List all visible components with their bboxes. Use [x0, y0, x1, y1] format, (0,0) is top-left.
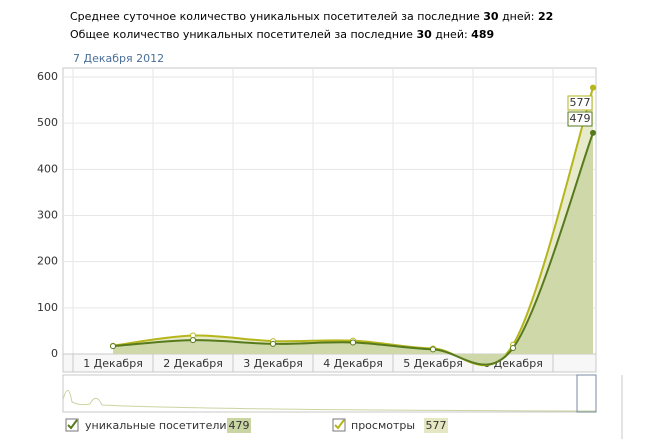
- x-tick-label: 3 Декабря: [243, 357, 303, 370]
- y-tick-label: 300: [37, 209, 58, 222]
- legend-item[interactable]: просмотры 577: [332, 418, 448, 433]
- hover-label: 577: [570, 96, 591, 109]
- y-tick-label: 100: [37, 301, 58, 314]
- legend-value: 479: [229, 419, 250, 432]
- text: дней:: [435, 28, 468, 41]
- hover-label-box: [567, 95, 593, 111]
- legend-item[interactable]: уникальные посетители 479: [65, 418, 251, 433]
- header-line: Общее количество уникальных посетителей …: [70, 28, 494, 41]
- y-tick-label: 200: [37, 255, 58, 268]
- point: [190, 337, 196, 344]
- y-tick-label: 0: [51, 347, 58, 360]
- navigator-window: [576, 374, 597, 413]
- y-tick-label: 600: [37, 70, 58, 83]
- legend-label: уникальные посетители: [85, 419, 227, 432]
- checkmark: [334, 419, 345, 430]
- legend-value-box: [227, 418, 251, 433]
- point: [430, 346, 436, 353]
- hover-label-box: [567, 111, 593, 127]
- legend-value-box: [424, 418, 448, 433]
- text: Среднее суточное количество уникальных п…: [70, 10, 480, 23]
- navigator-curve: [62, 390, 597, 412]
- point: [270, 340, 276, 347]
- legend-label: просмотры: [351, 419, 415, 432]
- checkmark: [67, 419, 78, 430]
- x-tick-label: 4 Декабря: [323, 357, 383, 370]
- days: 30: [416, 28, 432, 41]
- area: [113, 132, 593, 365]
- x-tick-label: 5 Декабря: [403, 357, 463, 370]
- hover-label: 479: [570, 112, 591, 125]
- navigator: [62, 374, 597, 413]
- point: [350, 339, 356, 346]
- y-tick-label: 400: [37, 162, 58, 175]
- header-line: Среднее суточное количество уникальных п…: [70, 10, 553, 23]
- text: Общее количество уникальных посетителей …: [70, 28, 413, 41]
- x-tick-label: 1 Декабря: [83, 357, 143, 370]
- line: [112, 132, 594, 366]
- line: [112, 87, 594, 367]
- value: 489: [471, 28, 495, 41]
- text: дней:: [502, 10, 535, 23]
- point: [590, 129, 596, 136]
- point: [590, 84, 596, 91]
- legend-value: 577: [426, 419, 447, 432]
- x-tick-label: 2 Декабря: [163, 357, 223, 370]
- value: 22: [537, 10, 554, 23]
- point: [510, 344, 516, 351]
- days: 30: [483, 10, 499, 23]
- y-tick-label: 500: [37, 116, 58, 129]
- point: [110, 343, 116, 350]
- plot-area: [62, 67, 597, 355]
- hover-date: 7 Декабря 2012: [73, 52, 164, 65]
